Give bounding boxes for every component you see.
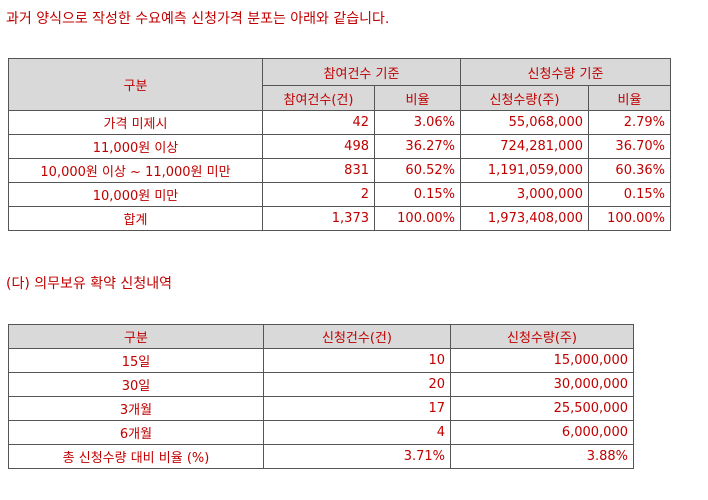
table-row: 10,000원 미만 2 0.15% 3,000,000 0.15% (8, 182, 671, 207)
table-subheader-row: 참여건수(건) 비율 신청수량(주) 비율 (9, 85, 671, 111)
row-label: 총 신청수량 대비 비율 (%) (8, 444, 264, 469)
row-label: 10,000원 이상 ~ 11,000원 미만 (8, 158, 263, 183)
table-row: 3개월 17 25,500,000 (8, 396, 634, 421)
cell-count: 831 (262, 158, 375, 183)
table-total-row: 합계 1,373 100.00% 1,973,408,000 100.00% (8, 206, 671, 231)
cell-quantity: 55,068,000 (460, 110, 589, 135)
cell-count-ratio: 36.27% (374, 134, 461, 159)
cell-count: 2 (262, 182, 375, 207)
cell-quantity-ratio: 0.15% (588, 182, 671, 207)
cell-quantity: 724,281,000 (460, 134, 589, 159)
cell-count-ratio: 60.52% (374, 158, 461, 183)
cell-quantity-ratio: 36.70% (588, 134, 671, 159)
cell-quantity-ratio: 2.79% (588, 110, 671, 135)
header-participation-basis: 참여건수 기준 (262, 58, 461, 86)
price-distribution-table: 구분 참여건수 기준 신청수량 기준 참여건수(건) 비율 신청수량(주) 비율… (8, 58, 671, 231)
cell-quantity-ratio: 60.36% (588, 158, 671, 183)
heading-demand-forecast: 과거 양식으로 작성한 수요예측 신청가격 분포는 아래와 같습니다. (6, 11, 390, 27)
lockup-commitment-table: 구분 신청건수(건) 신청수량(주) 15일 10 15,000,000 30일… (8, 324, 634, 469)
table-row: 가격 미제시 42 3.06% 55,068,000 2.79% (8, 110, 671, 135)
cell-count: 42 (262, 110, 375, 135)
row-label: 6개월 (8, 420, 264, 445)
table-row: 6개월 4 6,000,000 (8, 420, 634, 445)
row-label: 10,000원 미만 (8, 182, 263, 207)
table-header-row: 구분 신청건수(건) 신청수량(주) (8, 324, 634, 349)
cell-quantity: 3.88% (450, 444, 634, 469)
cell-quantity: 25,500,000 (450, 396, 634, 421)
cell-count: 3.71% (263, 444, 451, 469)
row-label: 11,000원 이상 (8, 134, 263, 159)
row-label: 3개월 (8, 396, 264, 421)
cell-count: 1,373 (262, 206, 375, 231)
cell-quantity-ratio: 100.00% (588, 206, 671, 231)
header-requested-quantity: 신청수량(주) (450, 324, 634, 349)
cell-quantity: 15,000,000 (450, 348, 634, 373)
table-row: 11,000원 이상 498 36.27% 724,281,000 36.70% (8, 134, 671, 159)
cell-count: 4 (263, 420, 451, 445)
header-participation-count: 참여건수(건) (262, 85, 375, 111)
cell-count-ratio: 0.15% (374, 182, 461, 207)
header-request-count: 신청건수(건) (263, 324, 451, 349)
table-row: 10,000원 이상 ~ 11,000원 미만 831 60.52% 1,191… (8, 158, 671, 183)
cell-quantity: 3,000,000 (460, 182, 589, 207)
row-label: 가격 미제시 (8, 110, 263, 135)
table-header-row: 구분 참여건수 기준 신청수량 기준 (8, 58, 671, 111)
cell-count: 20 (263, 372, 451, 397)
row-label: 15일 (8, 348, 264, 373)
header-quantity-ratio: 비율 (588, 85, 671, 111)
cell-quantity: 30,000,000 (450, 372, 634, 397)
table-row: 15일 10 15,000,000 (8, 348, 634, 373)
cell-count: 498 (262, 134, 375, 159)
cell-quantity: 1,191,059,000 (460, 158, 589, 183)
cell-count-ratio: 100.00% (374, 206, 461, 231)
header-quantity-basis: 신청수량 기준 (460, 58, 671, 86)
table-ratio-row: 총 신청수량 대비 비율 (%) 3.71% 3.88% (8, 444, 634, 469)
header-requested-quantity: 신청수량(주) (460, 85, 589, 111)
cell-count: 17 (263, 396, 451, 421)
heading-lockup-commitment: (다) 의무보유 확약 신청내역 (6, 276, 172, 292)
header-participation-ratio: 비율 (374, 85, 461, 111)
cell-quantity: 6,000,000 (450, 420, 634, 445)
row-label: 30일 (8, 372, 264, 397)
cell-quantity: 1,973,408,000 (460, 206, 589, 231)
header-category: 구분 (8, 324, 264, 349)
cell-count-ratio: 3.06% (374, 110, 461, 135)
row-label: 합계 (8, 206, 263, 231)
cell-count: 10 (263, 348, 451, 373)
table-row: 30일 20 30,000,000 (8, 372, 634, 397)
header-category: 구분 (8, 58, 263, 111)
